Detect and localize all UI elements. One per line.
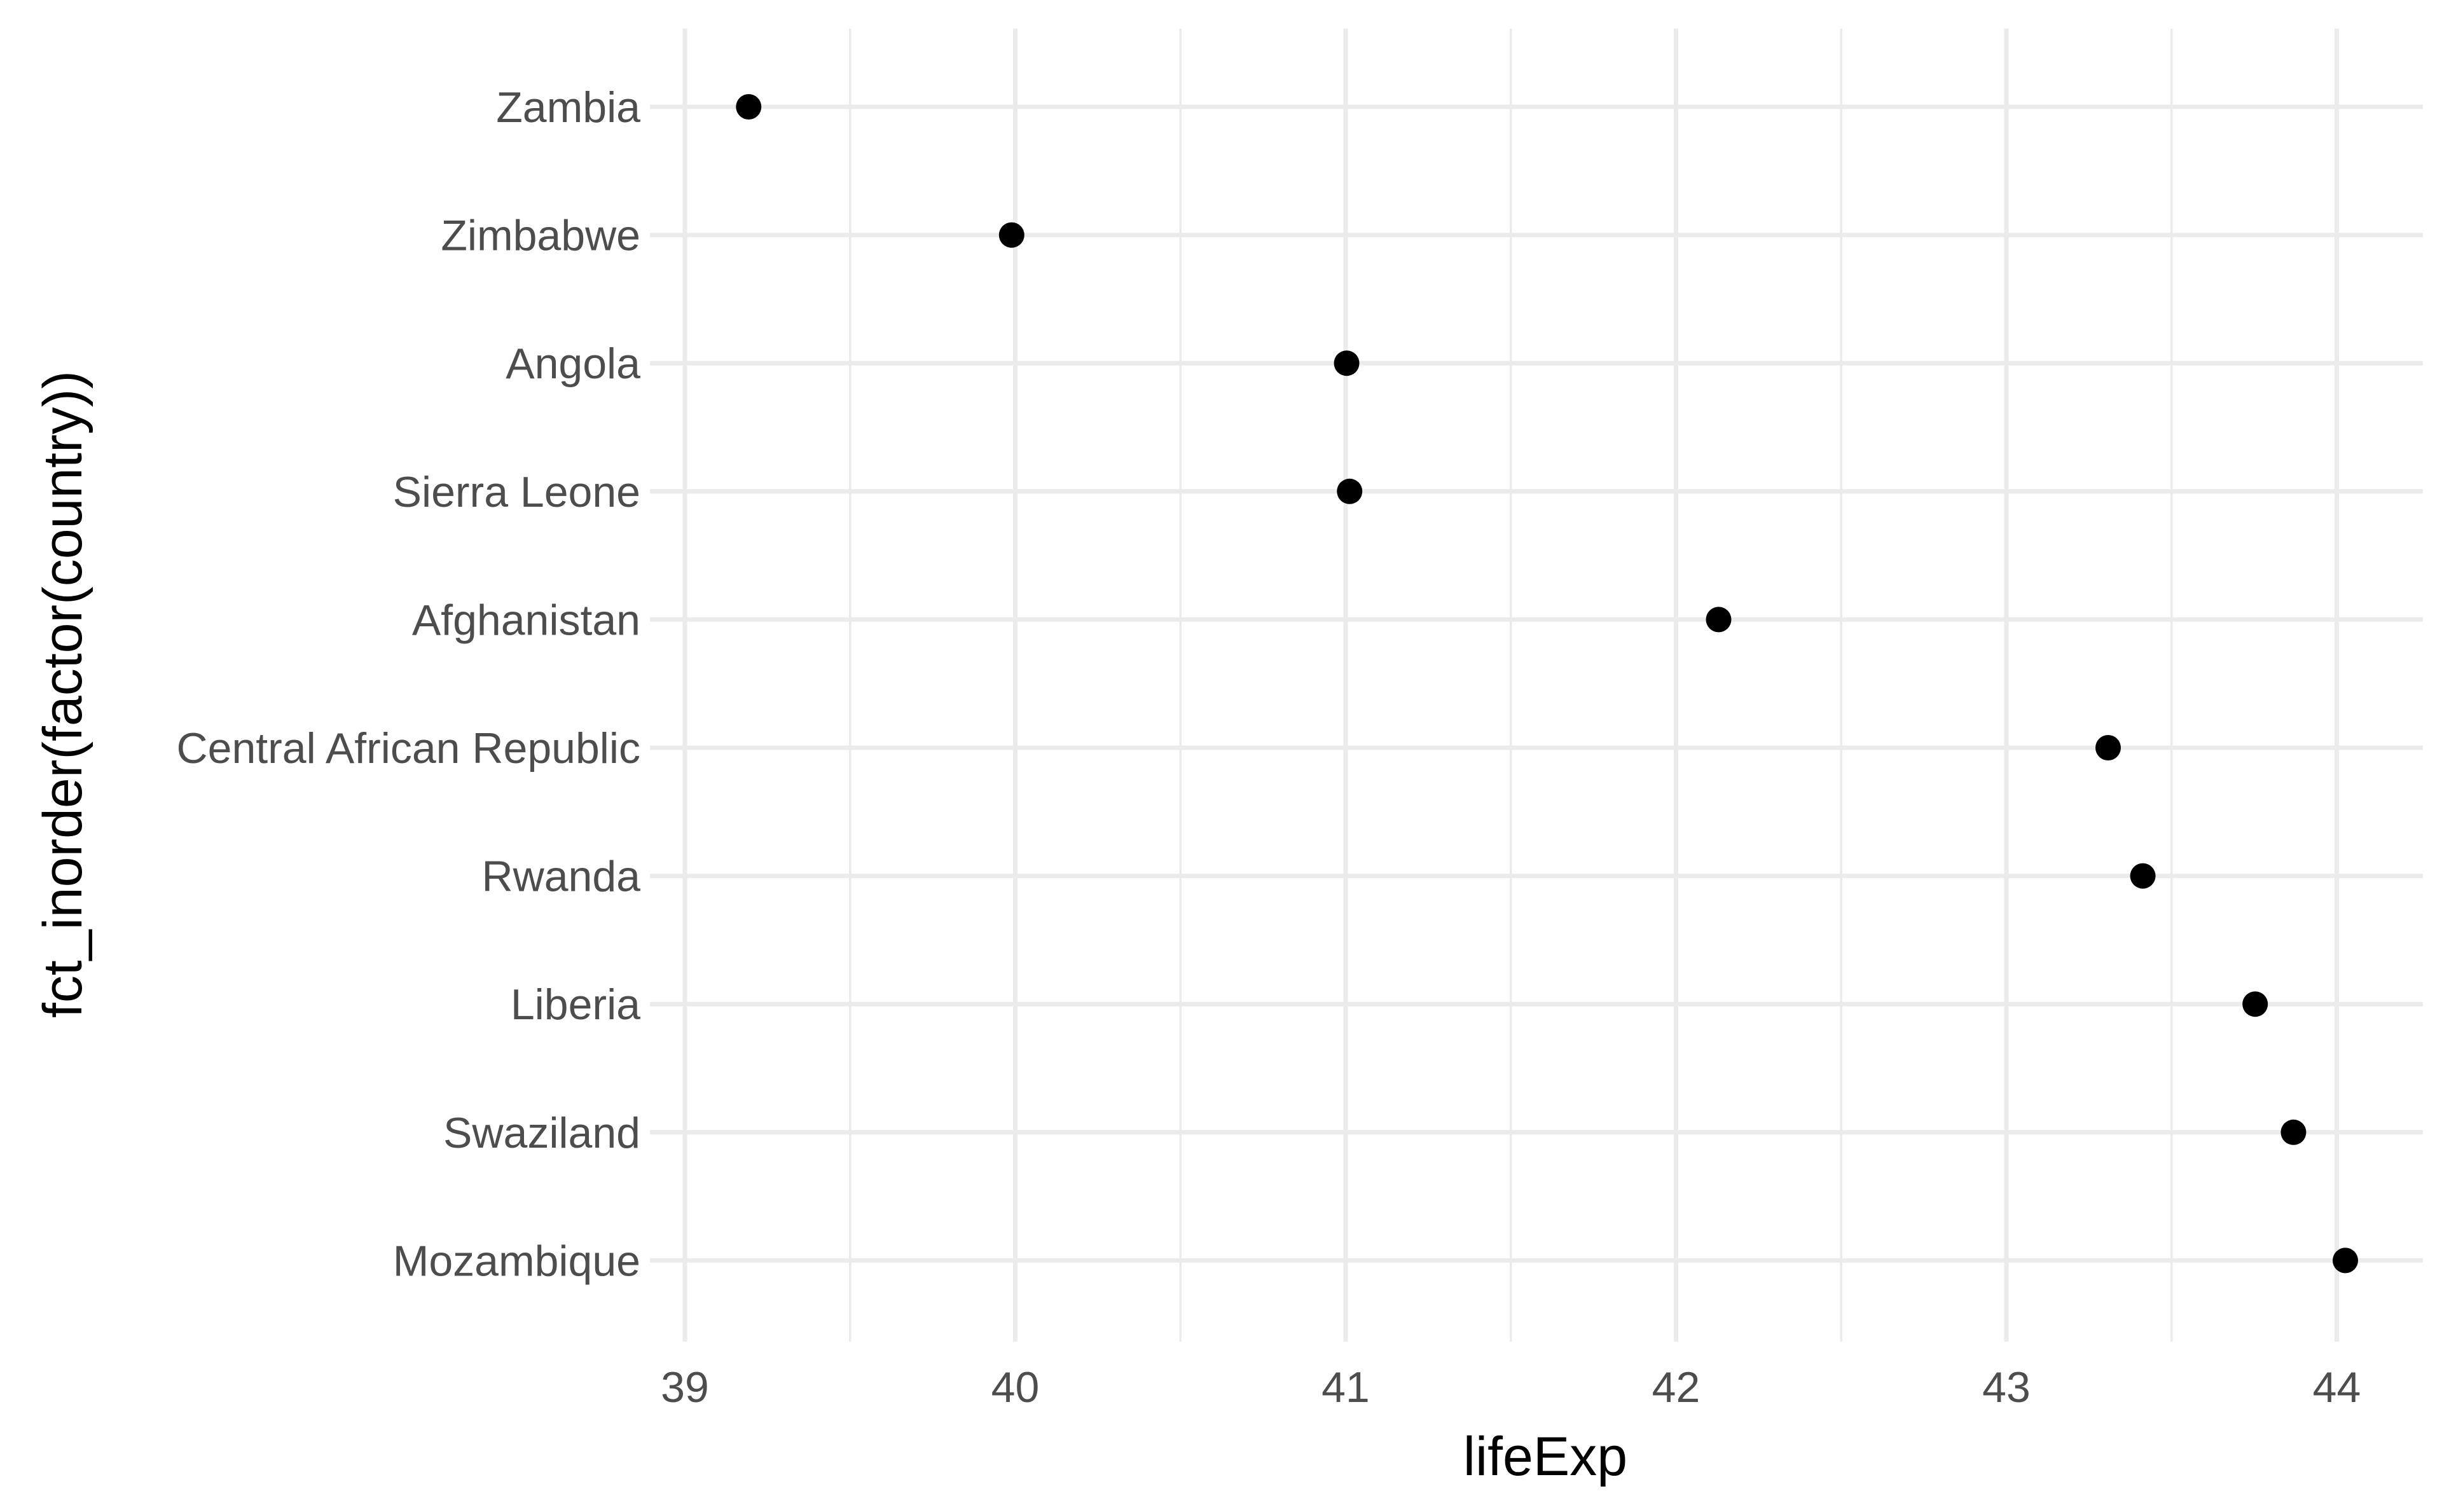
x-axis-tick-labels: 39 40 41 42 43 44 — [661, 1363, 2361, 1412]
x-tick-label: 43 — [1982, 1363, 2031, 1412]
data-point — [736, 94, 762, 120]
x-tick-label: 44 — [2313, 1363, 2361, 1412]
data-point — [1337, 478, 1363, 504]
y-tick-label: Mozambique — [393, 1237, 640, 1285]
data-points — [736, 94, 2359, 1274]
y-tick-label: Zimbabwe — [441, 212, 640, 260]
y-axis-title: fct_inorder(factor(country)) — [32, 371, 93, 1018]
y-tick-label: Rwanda — [482, 853, 641, 901]
data-point — [2095, 735, 2121, 760]
y-tick-label: Angola — [506, 340, 640, 388]
data-point — [998, 222, 1024, 248]
data-point — [2242, 991, 2268, 1017]
x-tick-label: 40 — [991, 1363, 1040, 1412]
data-point — [1706, 607, 1732, 633]
x-axis-title: lifeExp — [1463, 1426, 1627, 1487]
x-tick-label: 39 — [661, 1363, 709, 1412]
y-tick-label: Swaziland — [443, 1109, 640, 1157]
y-tick-label: Sierra Leone — [393, 468, 640, 516]
x-tick-label: 41 — [1321, 1363, 1370, 1412]
data-point — [2280, 1119, 2307, 1145]
x-tick-label: 42 — [1652, 1363, 1700, 1412]
data-point — [1334, 350, 1360, 376]
y-tick-label: Afghanistan — [412, 596, 640, 644]
y-axis-tick-labels: Zambia Zimbabwe Angola Sierra Leone Afghanis… — [177, 83, 641, 1285]
data-point — [2333, 1247, 2359, 1274]
gridlines — [650, 29, 2423, 1342]
y-tick-label: Zambia — [496, 83, 640, 132]
y-tick-label: Liberia — [511, 980, 640, 1029]
data-point — [2130, 863, 2156, 889]
y-tick-label: Central African Republic — [177, 724, 640, 773]
